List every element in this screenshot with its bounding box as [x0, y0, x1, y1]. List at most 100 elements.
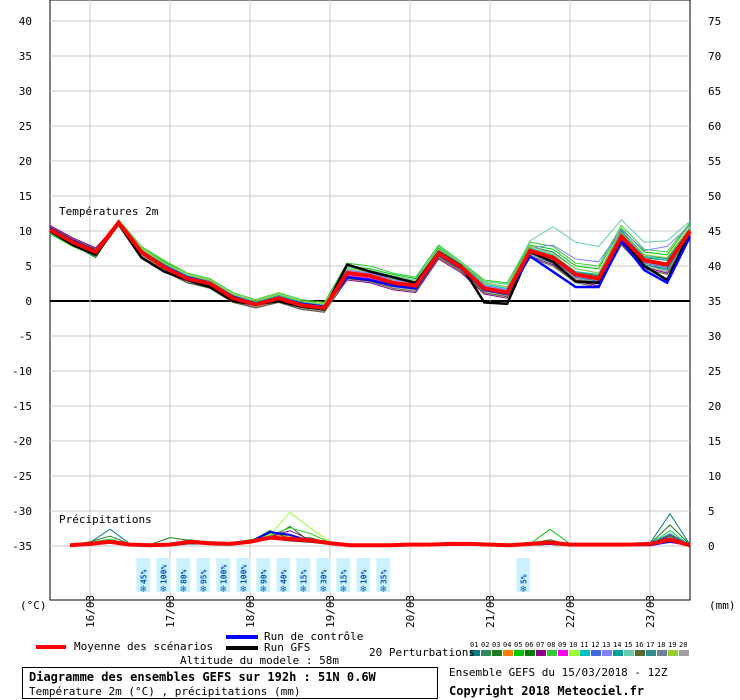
- perturbation-id-label: 11: [580, 641, 588, 649]
- temperature-mean-line: [49, 219, 692, 311]
- perturbation-id-label: 09: [558, 641, 566, 649]
- snowflake-icon: ❄: [200, 585, 208, 595]
- snow-probability-label: 35%: [379, 569, 388, 584]
- snow-probability-markers: 45%❄100%❄80%❄95%❄100%❄100%❄90%❄40%❄15%❄3…: [136, 558, 531, 595]
- temperature-control-line: [49, 220, 692, 308]
- perturbation-color-swatch: [569, 650, 579, 656]
- date-label: 22/03: [564, 595, 577, 628]
- right-tick-label: 55: [708, 155, 721, 168]
- perturbation-id-label: 10: [569, 641, 577, 649]
- date-label: 23/03: [644, 595, 657, 628]
- perturbation-id-label: 16: [635, 641, 643, 649]
- gfs-legend-label: Run GFS: [264, 641, 311, 654]
- run-info: Ensemble GEFS du 15/03/2018 - 12Z: [449, 666, 668, 679]
- right-tick-label: 30: [708, 330, 721, 343]
- perturbation-id-label: 15: [624, 641, 632, 649]
- left-tick-label: 40: [19, 15, 32, 28]
- left-tick-label: -5: [19, 330, 32, 343]
- left-tick-label: -15: [12, 400, 32, 413]
- temperature-perturbation-line: [49, 223, 691, 310]
- right-tick-label: 60: [708, 120, 721, 133]
- snow-probability-label: 45%: [139, 569, 148, 584]
- snowflake-icon: ❄: [360, 585, 368, 595]
- chart-subtitle: Température 2m (°C) , précipitations (mm…: [29, 685, 301, 698]
- temperature-perturbation-line: [49, 220, 691, 308]
- date-label: 17/03: [164, 595, 177, 628]
- right-axis-unit: (mm): [709, 599, 736, 612]
- snow-probability-bar: [356, 558, 371, 592]
- snow-probability-label: 15%: [299, 569, 308, 584]
- snow-probability-label: 100%: [239, 565, 248, 584]
- perturbation-color-swatch: [514, 650, 524, 656]
- temperature-perturbation-line: [49, 220, 691, 305]
- perturbation-color-legend: 01 02 03 04 05 06 07 08 09 10 11 12 13 14 15 16 17 18 19 20: [470, 641, 689, 656]
- perturbation-id-label: 18: [657, 641, 665, 649]
- perturbation-color-swatch: [525, 650, 535, 656]
- perturbation-color-swatch: [679, 650, 689, 656]
- perturbation-id-label: 07: [536, 641, 544, 649]
- altitude-label: Altitude du modele : 58m: [180, 654, 339, 667]
- snow-probability-bar: [376, 558, 391, 592]
- snow-probability-bar: [516, 558, 531, 592]
- perturbations-legend-label: 20 Perturbations: [369, 646, 475, 659]
- perturbation-color-swatch: [536, 650, 546, 656]
- snowflake-icon: ❄: [380, 585, 388, 595]
- left-tick-label: -30: [12, 505, 32, 518]
- perturbation-color-swatch: [602, 650, 612, 656]
- right-tick-label: 75: [708, 15, 721, 28]
- right-tick-label: 50: [708, 190, 721, 203]
- temperature-perturbation-line: [49, 221, 691, 306]
- perturbation-id-label: 05: [514, 641, 522, 649]
- snow-probability-bar: [256, 558, 271, 592]
- snowflake-icon: ❄: [340, 585, 348, 595]
- snow-probability-bar: [236, 558, 251, 592]
- perturbation-id-label: 12: [591, 641, 599, 649]
- left-tick-label: -20: [12, 435, 32, 448]
- perturbation-id-label: 06: [525, 641, 533, 649]
- snow-probability-label: 10%: [359, 569, 368, 584]
- temperature-perturbation-line: [49, 223, 691, 310]
- perturbation-id-label: 01: [470, 641, 478, 649]
- snowflake-icon: ❄: [300, 585, 308, 595]
- perturbation-id-label: 19: [668, 641, 676, 649]
- snow-probability-label: 5%: [519, 574, 528, 584]
- perturbation-id-label: 20: [679, 641, 687, 649]
- main-run-lines: [49, 219, 692, 548]
- copyright: Copyright 2018 Meteociel.fr: [449, 684, 645, 698]
- perturbation-id-label: 14: [613, 641, 621, 649]
- snow-probability-label: 80%: [179, 569, 188, 584]
- right-tick-label: 45: [708, 225, 721, 238]
- snowflake-icon: ❄: [180, 585, 188, 595]
- left-tick-label: -25: [12, 470, 32, 483]
- perturbation-id-label: 04: [503, 641, 511, 649]
- perturbation-lines: [49, 218, 691, 546]
- snowflake-icon: ❄: [260, 585, 268, 595]
- perturbation-color-swatch: [492, 650, 502, 656]
- snowflake-icon: ❄: [220, 585, 228, 595]
- perturbation-color-swatch: [591, 650, 601, 656]
- perturbation-id-label: 17: [646, 641, 654, 649]
- snow-probability-label: 95%: [199, 569, 208, 584]
- chart-title-box: Diagramme des ensembles GEFS sur 192h : …: [22, 667, 438, 699]
- left-tick-label: 10: [19, 225, 32, 238]
- perturbation-color-swatch: [635, 650, 645, 656]
- snow-probability-label: 100%: [219, 565, 228, 584]
- snowflake-icon: ❄: [240, 585, 248, 595]
- snow-probability-bar: [296, 558, 311, 592]
- right-tick-label: 15: [708, 435, 721, 448]
- precipitation-section-label: Précipitations: [59, 513, 152, 526]
- perturbation-color-swatch: [470, 650, 480, 656]
- temperature-gfs-line: [49, 221, 692, 311]
- date-label: 20/03: [404, 595, 417, 628]
- perturbation-color-swatch: [613, 650, 623, 656]
- perturbation-color-swatch: [668, 650, 678, 656]
- date-label: 21/03: [484, 595, 497, 628]
- left-axis-ticks: 40 35 30 25 20 15 10 5 0 -5 -10 -15 -20 -25 -30 -35: [12, 15, 32, 553]
- perturbation-color-swatch: [558, 650, 568, 656]
- perturbation-color-swatch: [624, 650, 634, 656]
- gfs-legend-line: [226, 646, 258, 650]
- left-tick-label: 0: [25, 295, 32, 308]
- left-tick-label: 35: [19, 50, 32, 63]
